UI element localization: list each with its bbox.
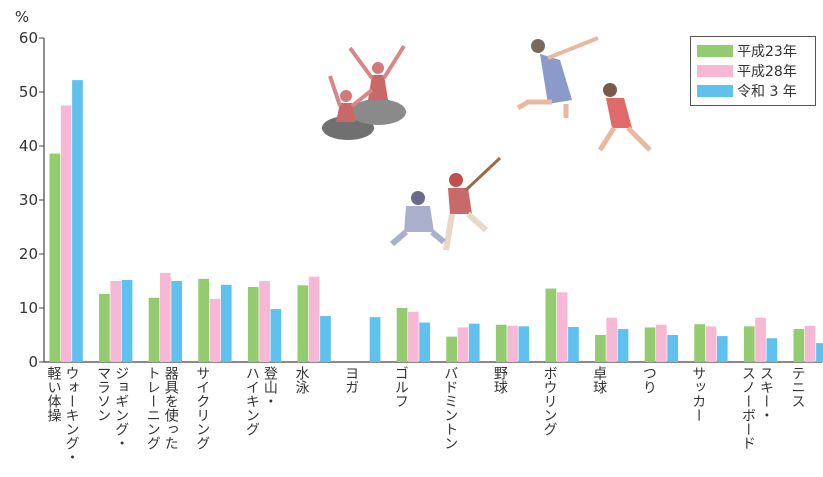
bar-16-series-3 bbox=[816, 343, 823, 362]
y-tick-label: 10 bbox=[19, 299, 38, 317]
y-tick-label: 0 bbox=[28, 353, 38, 371]
bar-1-series-2 bbox=[60, 105, 72, 362]
bar-4-series-1 bbox=[198, 278, 209, 362]
category-label: 野球 bbox=[492, 366, 508, 394]
bar-15-series-1 bbox=[743, 326, 755, 362]
chart-bars bbox=[49, 80, 823, 363]
y-tick-label: 20 bbox=[19, 245, 38, 263]
category-label: トレーニング bbox=[145, 366, 161, 450]
baseball-players-illustration bbox=[390, 156, 502, 251]
category-label: サイクリング bbox=[194, 366, 210, 450]
bar-9-series-1 bbox=[446, 336, 457, 362]
category-label: スノーボード bbox=[740, 366, 756, 450]
bar-5-series-3 bbox=[270, 309, 282, 362]
bar-10-series-3 bbox=[518, 326, 530, 362]
category-label: ジョギング・ bbox=[113, 366, 129, 450]
y-axis-unit: % bbox=[15, 8, 29, 26]
bar-6-series-1 bbox=[297, 285, 309, 362]
category-label: 卓球 bbox=[591, 366, 607, 394]
category-label: テニス bbox=[790, 366, 806, 408]
category-label: ハイキング bbox=[244, 366, 260, 436]
bar-14-series-3 bbox=[716, 336, 728, 362]
bar-4-series-3 bbox=[220, 284, 232, 362]
category-label: ヨガ bbox=[343, 366, 359, 394]
category-label: スキー・ bbox=[758, 366, 774, 422]
bar-16-series-2 bbox=[804, 325, 816, 362]
bar-8-series-3 bbox=[419, 322, 430, 362]
category-label: マラソン bbox=[95, 366, 111, 422]
volleyball-players-illustration bbox=[516, 36, 652, 152]
bar-9-series-2 bbox=[457, 327, 469, 362]
bar-15-series-2 bbox=[755, 317, 766, 362]
bar-13-series-1 bbox=[644, 327, 656, 362]
bar-8-series-1 bbox=[396, 308, 408, 362]
bar-3-series-1 bbox=[148, 297, 160, 362]
category-label: ウォーキング・ bbox=[64, 366, 80, 464]
bar-5-series-2 bbox=[259, 281, 270, 362]
legend-swatch bbox=[697, 65, 733, 77]
y-tick-label: 50 bbox=[19, 83, 38, 101]
legend-label: 平成28年 bbox=[737, 64, 797, 80]
legend-item-3: 令和 3 年 bbox=[697, 81, 809, 101]
y-tick-label: 30 bbox=[19, 191, 38, 209]
y-tick-label: 40 bbox=[19, 137, 38, 155]
bar-13-series-2 bbox=[656, 324, 667, 362]
bar-10-series-2 bbox=[507, 325, 518, 362]
bar-12-series-2 bbox=[606, 317, 618, 362]
bar-16-series-1 bbox=[793, 329, 805, 362]
legend-item-2: 平成28年 bbox=[697, 61, 809, 81]
category-label: 登山・ bbox=[262, 366, 278, 408]
bar-14-series-2 bbox=[705, 326, 717, 362]
bar-1-series-1 bbox=[49, 153, 61, 362]
category-label: つり bbox=[641, 366, 657, 394]
bar-12-series-1 bbox=[595, 335, 606, 362]
category-label: サッカー bbox=[690, 366, 706, 422]
legend-label: 平成23年 bbox=[737, 44, 797, 60]
bar-6-series-3 bbox=[320, 316, 331, 362]
category-label: 器具を使った bbox=[163, 366, 179, 450]
bar-8-series-2 bbox=[408, 311, 419, 362]
bar-3-series-2 bbox=[160, 272, 171, 362]
bar-1-series-3 bbox=[72, 80, 83, 363]
category-labels: 軽い体操 ウォーキング・ マラソン ジョギング・ トレーニング 器具を使った サイクリング ハ… bbox=[46, 366, 806, 464]
legend-item-1: 平成23年 bbox=[697, 41, 809, 61]
bar-3-series-3 bbox=[171, 281, 182, 362]
bar-2-series-2 bbox=[110, 281, 122, 362]
bar-5-series-1 bbox=[247, 286, 259, 362]
bar-15-series-3 bbox=[766, 338, 778, 362]
category-label: ゴルフ bbox=[393, 366, 409, 408]
bar-9-series-3 bbox=[468, 323, 480, 362]
bar-4-series-2 bbox=[209, 298, 221, 362]
bar-2-series-1 bbox=[99, 293, 110, 362]
y-tick-label: 60 bbox=[19, 29, 38, 47]
bar-13-series-3 bbox=[667, 335, 678, 362]
legend-label: 令和 3 年 bbox=[737, 84, 797, 100]
category-label: 軽い体操 bbox=[46, 366, 62, 423]
sports-illustrations bbox=[322, 36, 652, 251]
legend-swatch bbox=[697, 45, 733, 57]
bar-2-series-3 bbox=[121, 279, 133, 362]
category-label: バドミントン bbox=[442, 366, 458, 450]
category-label: ボウリング bbox=[542, 366, 558, 436]
bar-11-series-3 bbox=[568, 326, 579, 362]
ballet-dancers-illustration bbox=[322, 44, 406, 140]
bar-11-series-2 bbox=[556, 292, 568, 362]
bar-12-series-3 bbox=[617, 329, 629, 362]
bar-14-series-1 bbox=[694, 324, 705, 362]
chart-legend: 平成23年平成28年令和 3 年 bbox=[690, 36, 816, 106]
legend-swatch bbox=[697, 85, 733, 97]
bar-7-series-3 bbox=[369, 317, 381, 362]
bar-11-series-1 bbox=[545, 288, 557, 362]
bar-10-series-1 bbox=[495, 324, 507, 362]
bar-6-series-2 bbox=[308, 276, 320, 362]
category-label: 水泳 bbox=[294, 366, 310, 395]
